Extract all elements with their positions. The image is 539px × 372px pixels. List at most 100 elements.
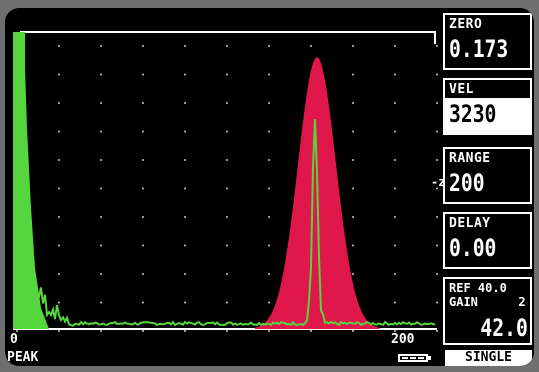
grid-dot: [436, 330, 438, 332]
grid-dot: [268, 273, 270, 275]
grid-dot: [268, 130, 270, 133]
grid-dot: [184, 130, 186, 133]
grid-dot: [58, 216, 60, 218]
grid-dot: [142, 73, 144, 76]
grid-dot: [436, 102, 438, 104]
grid-dot: [226, 216, 228, 218]
ref-row: REF 40.0: [449, 281, 507, 295]
grid-dot: [436, 159, 438, 161]
a-scan-plot: [13, 31, 438, 332]
axis-start-label: 0: [10, 332, 18, 347]
vel-label: VEL: [449, 82, 474, 97]
waveform-trace: [34, 118, 436, 327]
grid-dot: [58, 187, 60, 190]
grid-dot: [142, 45, 144, 47]
grid-dot: [184, 73, 186, 76]
grid-dot: [58, 330, 60, 332]
grid-dot: [226, 244, 228, 247]
grid-dot: [58, 73, 60, 76]
grid-dot: [394, 301, 396, 304]
grid-dot: [16, 330, 18, 332]
ref-label: REF: [449, 281, 471, 295]
grid-dot: [100, 159, 102, 161]
gain-panel[interactable]: REF 40.0 GAIN 2 42.0: [443, 277, 532, 345]
grid-dot: [142, 273, 144, 275]
grid-dot: [100, 45, 102, 47]
grid-dot: [184, 216, 186, 218]
grid-dot: [100, 330, 102, 332]
grid-dot: [226, 187, 228, 190]
grid-dot: [394, 330, 396, 332]
grid-dot: [352, 216, 354, 218]
grid-dot: [58, 244, 60, 247]
battery-cell: [402, 357, 408, 359]
grid-dot: [58, 45, 60, 47]
grid-dot: [352, 130, 354, 133]
grid-dot: [58, 273, 60, 275]
vel-value: 3230: [449, 100, 497, 128]
zero-marker: -z: [431, 175, 446, 189]
grid-dot: [100, 102, 102, 104]
gain-label: GAIN: [449, 295, 478, 309]
grid-dot: [352, 273, 354, 275]
grid-dot: [394, 216, 396, 218]
grid-dot: [142, 159, 144, 161]
grid-dot: [352, 159, 354, 161]
range-label: RANGE: [449, 151, 491, 166]
gain-row: GAIN 2: [449, 295, 526, 309]
grid-dot: [310, 45, 312, 47]
grid-dot: [310, 330, 312, 332]
grid-dot: [184, 187, 186, 190]
vel-panel[interactable]: VEL 3230: [443, 78, 532, 135]
grid-dot: [352, 330, 354, 332]
zero-panel[interactable]: ZERO 0.173: [443, 13, 532, 70]
single-mode-label[interactable]: SINGLE: [445, 350, 532, 366]
grid-dot: [184, 301, 186, 304]
grid-dot: [394, 102, 396, 104]
grid-dot: [352, 45, 354, 47]
range-panel[interactable]: RANGE 200: [443, 147, 532, 204]
ref-value: 40.0: [477, 281, 507, 295]
battery-cell: [418, 357, 424, 359]
grid-dot: [184, 273, 186, 275]
battery-icon: [398, 354, 431, 362]
grid-dot: [184, 102, 186, 104]
grid-dot: [394, 244, 396, 247]
delay-panel[interactable]: DELAY 0.00: [443, 212, 532, 269]
gain-value: 42.0: [480, 314, 528, 342]
peak-mode-label[interactable]: PEAK: [7, 350, 39, 366]
grid-dot: [436, 187, 438, 190]
grid-dot: [436, 73, 438, 76]
grid-dot: [268, 159, 270, 161]
grid-dot: [226, 45, 228, 47]
grid-dot: [268, 244, 270, 247]
grid-dot: [352, 187, 354, 190]
battery-cell: [410, 357, 416, 359]
grid-dot: [268, 301, 270, 304]
grid-dot: [142, 301, 144, 304]
grid-dot: [436, 45, 438, 47]
grid-dot: [58, 102, 60, 104]
grid-dot: [142, 244, 144, 247]
grid-dot: [58, 130, 60, 133]
grid-dot: [268, 187, 270, 190]
status-bar: PEAK SINGLE: [5, 350, 534, 366]
grid-dot: [142, 102, 144, 104]
grid-dot: [394, 159, 396, 161]
grid-dot: [226, 273, 228, 275]
grid-dot: [394, 273, 396, 275]
gain-step: 2: [518, 295, 526, 309]
grid-dots: [16, 45, 438, 332]
grid-dot: [226, 330, 228, 332]
grid-dot: [100, 301, 102, 304]
grid-dot: [394, 187, 396, 190]
range-value: 200: [449, 169, 485, 197]
grid-dot: [142, 187, 144, 190]
grid-dot: [100, 187, 102, 190]
grid-dot: [268, 73, 270, 76]
grid-dot: [436, 130, 438, 133]
zero-value: 0.173: [449, 35, 509, 63]
grid-dot: [394, 130, 396, 133]
grid-dot: [142, 216, 144, 218]
grid-dot: [226, 301, 228, 304]
